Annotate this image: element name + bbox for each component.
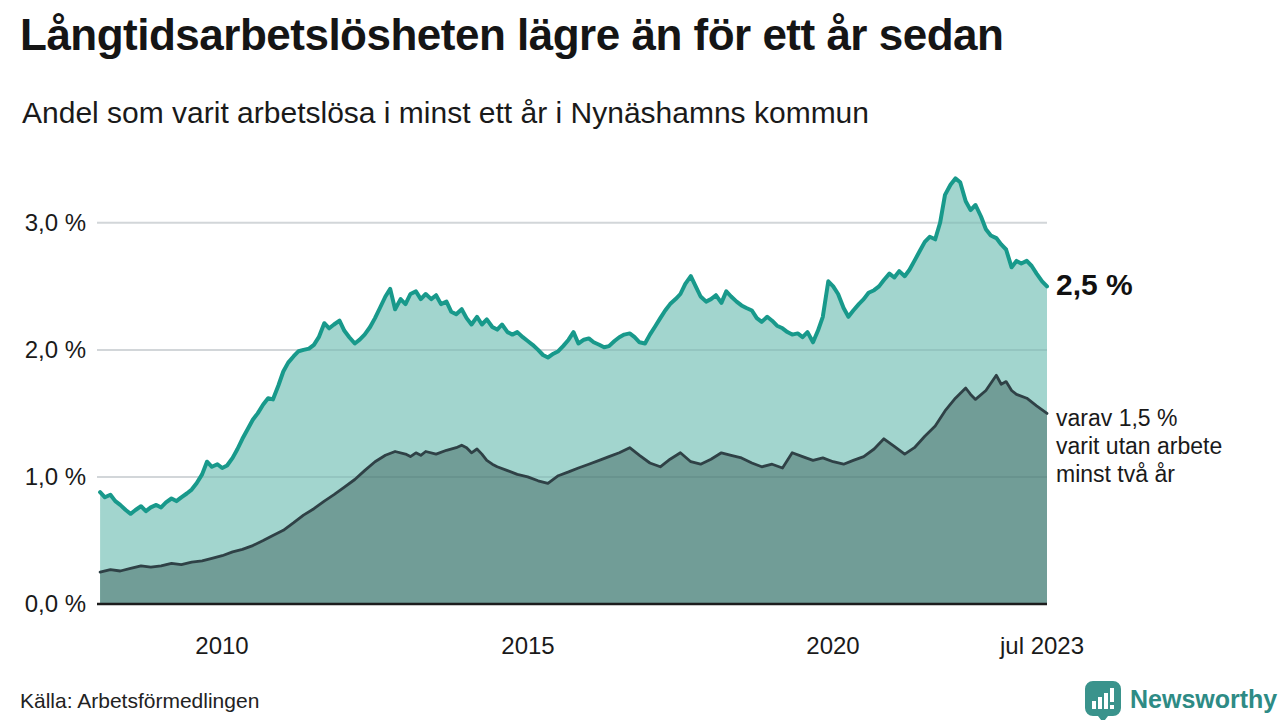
y-tick-label: 0,0 % [0, 589, 86, 619]
annotation-latest-total-value: 2,5 % [1056, 268, 1133, 302]
x-tick-label: 2020 [806, 632, 859, 660]
x-tick-label: 2010 [195, 632, 248, 660]
y-tick-label: 3,0 % [0, 208, 86, 238]
logo-wordmark: Newsworthy [1130, 685, 1277, 714]
y-tick-label: 2,0 % [0, 335, 86, 365]
chart-title: Långtidsarbetslösheten lägre än för ett … [20, 10, 1260, 60]
annotation-subseries-note: varav 1,5 % varit utan arbete minst två … [1056, 404, 1271, 488]
page-root: { "source": "Källa: Arbetsförmedlingen",… [0, 0, 1280, 720]
newsworthy-logo: Newsworthy [1084, 680, 1277, 720]
x-tick-label: jul 2023 [1000, 632, 1084, 660]
y-tick-label: 1,0 % [0, 462, 86, 492]
logo-pin-icon [1084, 680, 1122, 720]
x-tick-label: 2015 [501, 632, 554, 660]
source-note: Källa: Arbetsförmedlingen [20, 689, 259, 713]
chart-subtitle: Andel som varit arbetslösa i minst ett å… [22, 96, 1262, 130]
